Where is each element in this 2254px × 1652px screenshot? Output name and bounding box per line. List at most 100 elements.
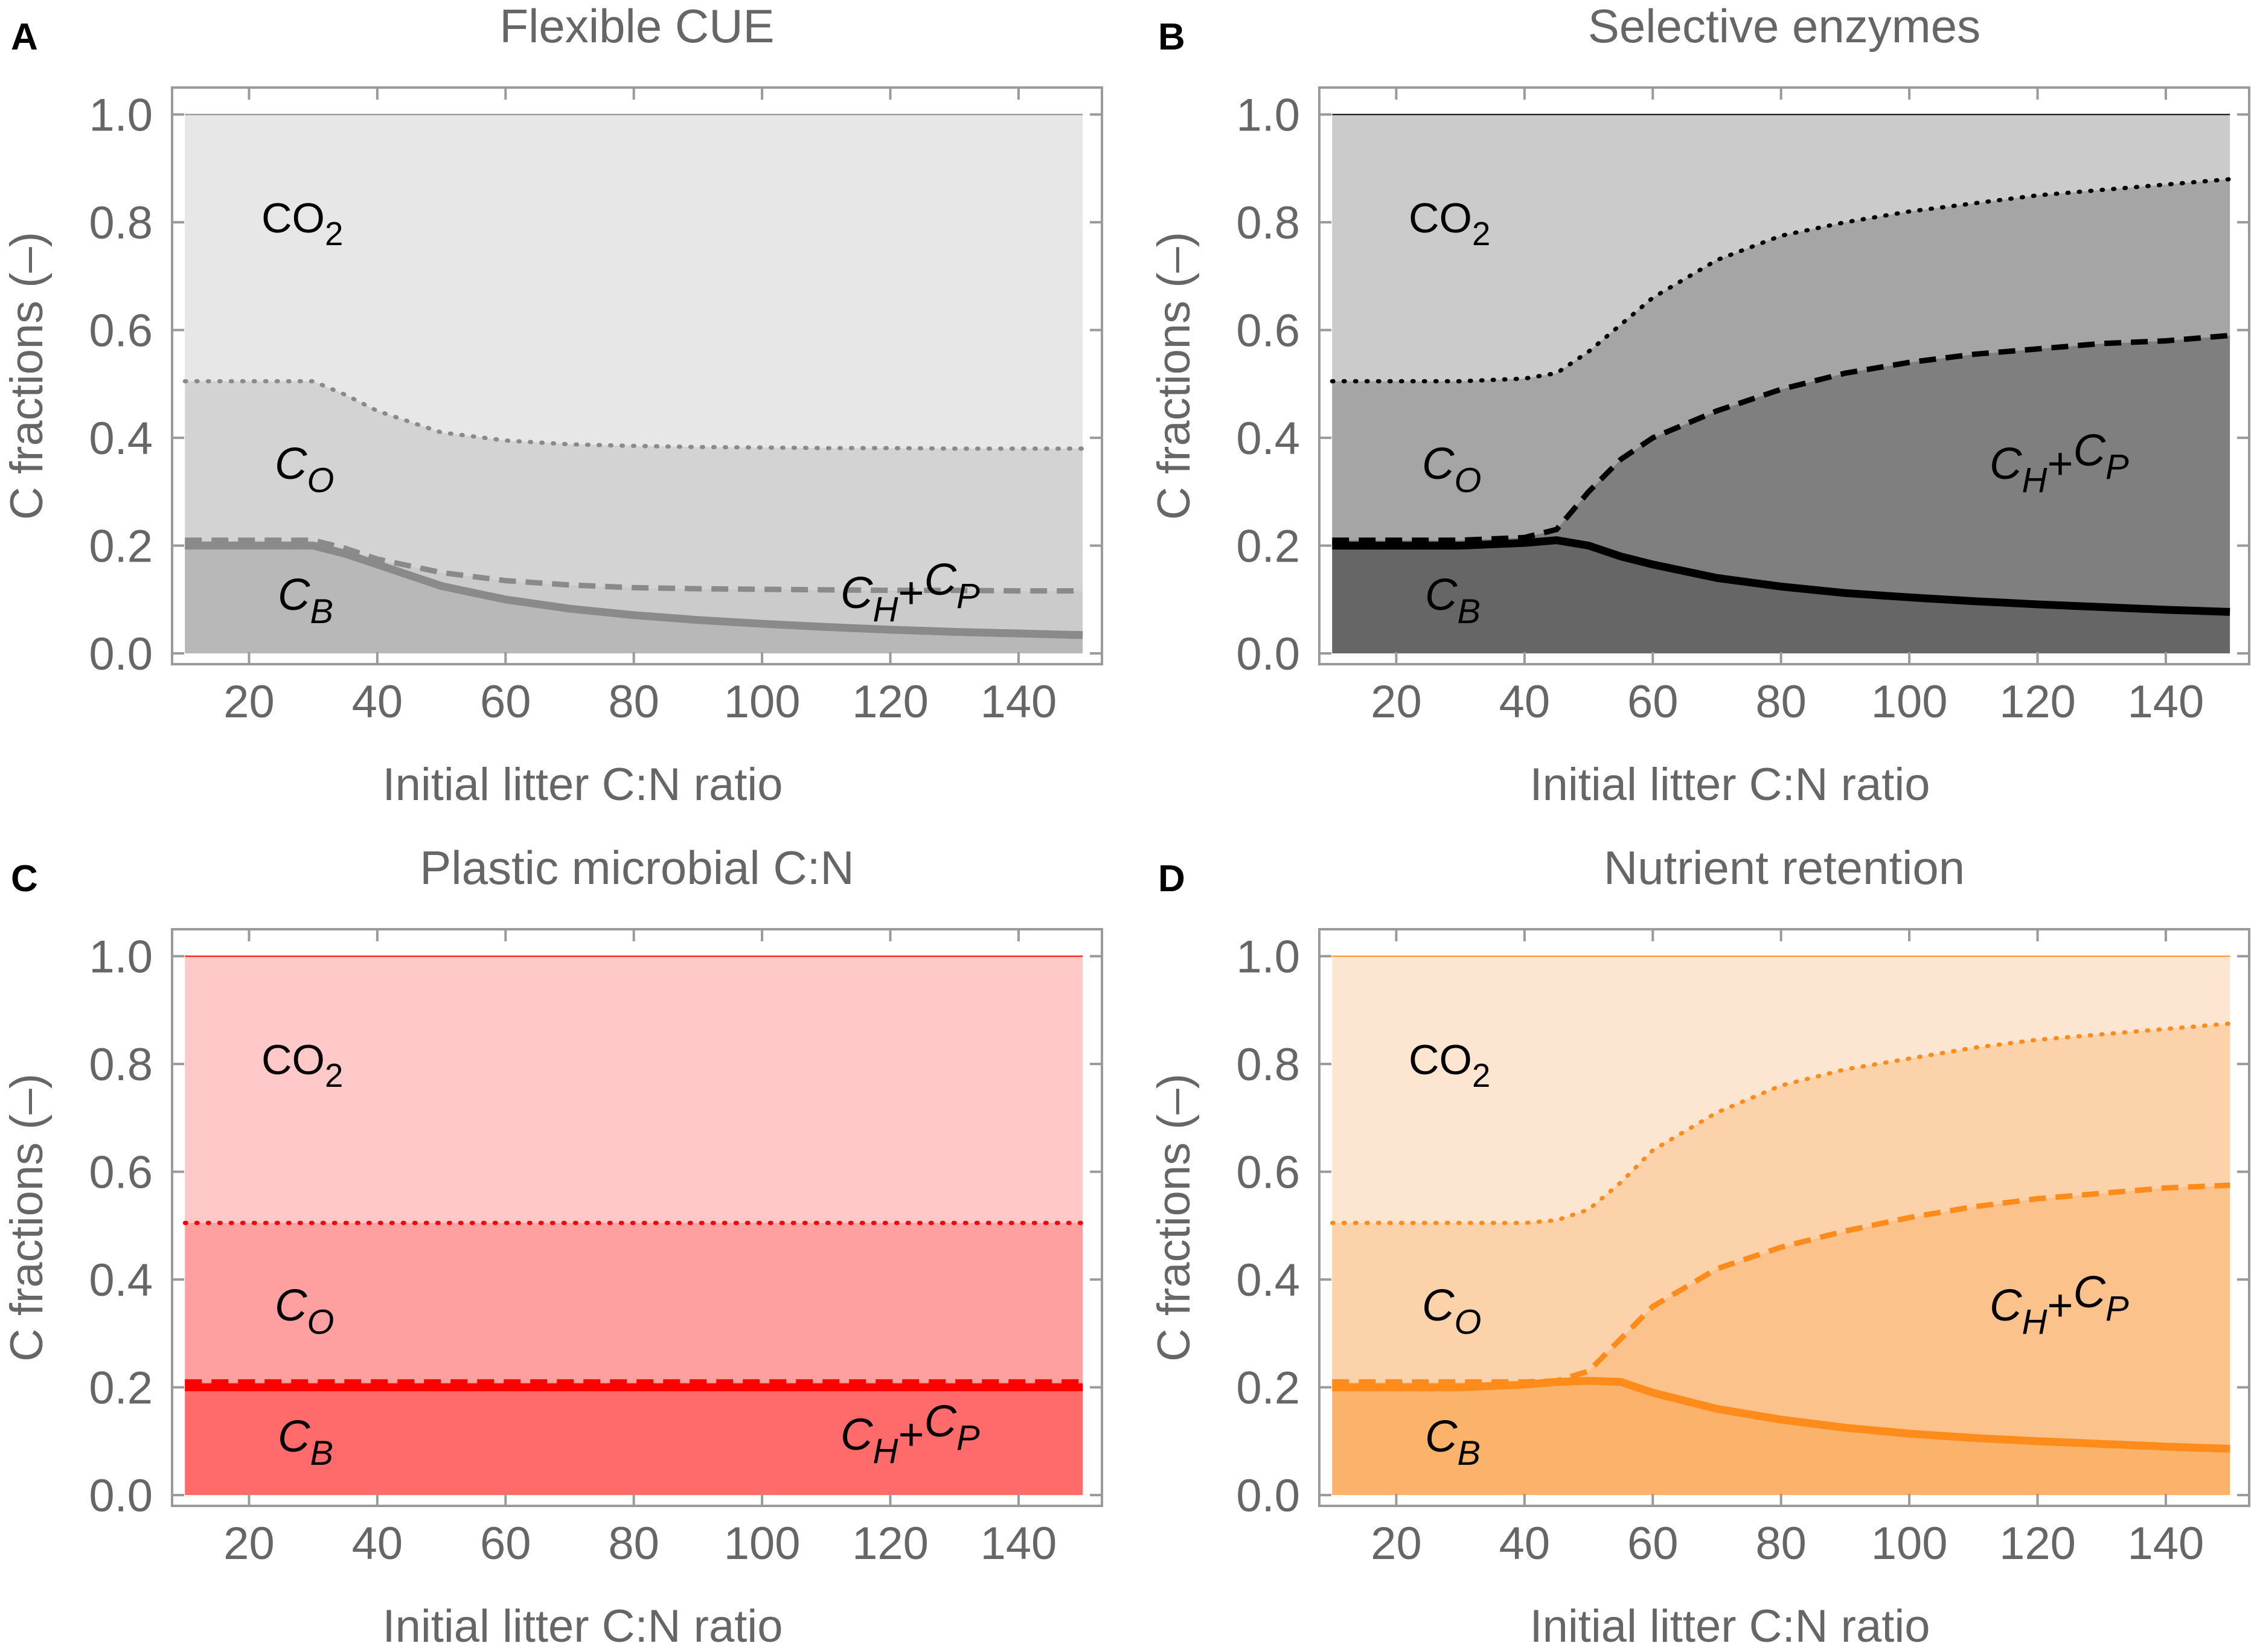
series-line-dashed xyxy=(185,537,1083,594)
area-co2 xyxy=(1332,114,2230,382)
label-co2: CO2 xyxy=(1409,1036,1490,1094)
label-ch-cp-cp_sub: P xyxy=(956,577,980,616)
label-cb: CB xyxy=(1425,1411,1481,1473)
y-tick-label: 0.2 xyxy=(1236,1363,1300,1414)
x-axis-label: Initial litter C:N ratio xyxy=(382,1601,783,1652)
label-co2: CO2 xyxy=(1409,194,1490,252)
y-tick-label: 0.2 xyxy=(89,521,153,572)
label-co2-main: CO xyxy=(261,194,325,242)
x-tick-label: 20 xyxy=(1371,676,1422,728)
label-ch-cp-plus: + xyxy=(2047,1280,2073,1330)
y-tick-label: 0.6 xyxy=(1236,1147,1300,1199)
x-tick-label: 20 xyxy=(1371,1518,1422,1569)
label-cb-sub: B xyxy=(310,1434,333,1473)
x-axis-label: Initial litter C:N ratio xyxy=(1529,1601,1930,1652)
label-cb-sub: B xyxy=(310,592,333,631)
panel-letter: D xyxy=(1158,858,1185,900)
label-co2: CO2 xyxy=(261,194,343,252)
series-line-solid xyxy=(1332,1377,2230,1453)
y-axis-label: C fractions (–) xyxy=(1148,232,1200,520)
y-tick-label: 1.0 xyxy=(1236,932,1300,983)
label-ch-cp: CH+CP xyxy=(1990,1267,2129,1342)
chart-title: Selective enzymes xyxy=(1588,0,1980,53)
y-tick-label: 0.6 xyxy=(1236,306,1300,357)
label-co-sub: O xyxy=(307,461,334,500)
y-axis-label: C fractions (–) xyxy=(1148,1074,1200,1362)
plot-frame xyxy=(1318,928,2250,1507)
area-cb xyxy=(1332,1380,2230,1496)
y-tick-label: 0.0 xyxy=(1236,629,1300,680)
x-tick-label: 140 xyxy=(981,676,1057,728)
y-tick-label: 0.6 xyxy=(89,306,153,357)
plot-frame xyxy=(1318,86,2250,665)
label-ch-cp-ch: C xyxy=(1990,438,2022,488)
y-tick-label: 0.4 xyxy=(1236,413,1300,464)
label-co-main: C xyxy=(275,438,307,488)
label-ch-cp-ch: C xyxy=(1990,1280,2022,1330)
y-tick-label: 1.0 xyxy=(89,932,153,983)
x-tick-label: 20 xyxy=(223,676,275,728)
series-line-dotted xyxy=(1330,1021,2232,1225)
label-cb-main: C xyxy=(278,1411,310,1461)
label-co-main: C xyxy=(1422,1280,1455,1330)
label-cb: CB xyxy=(1425,569,1481,631)
x-tick-label: 60 xyxy=(1627,1518,1679,1569)
label-co-sub: O xyxy=(1454,461,1481,500)
label-co: CO xyxy=(1422,438,1481,500)
x-tick-label: 140 xyxy=(2128,676,2204,728)
area-co xyxy=(1332,1023,2230,1382)
x-tick-label: 80 xyxy=(1755,1518,1807,1569)
x-tick-label: 120 xyxy=(852,1518,929,1569)
area-co2 xyxy=(1332,956,2230,1223)
chart-title: Nutrient retention xyxy=(1604,841,1965,894)
x-tick-label: 60 xyxy=(480,1518,531,1569)
label-ch-cp-ch: C xyxy=(840,568,873,618)
label-ch-cp-cp_sub: P xyxy=(2105,1289,2129,1328)
y-tick-label: 0.4 xyxy=(89,413,153,464)
y-tick-label: 0.8 xyxy=(1236,197,1300,249)
label-ch-cp-plus: + xyxy=(898,1409,924,1459)
label-cb-main: C xyxy=(278,569,310,620)
x-tick-label: 80 xyxy=(608,1518,659,1569)
y-tick-label: 0.6 xyxy=(89,1147,153,1199)
x-tick-label: 100 xyxy=(1871,676,1948,728)
series-line-solid xyxy=(185,542,1083,639)
label-ch-cp-ch: C xyxy=(840,1409,873,1459)
area-co xyxy=(185,381,1083,591)
label-ch-cp-plus: + xyxy=(898,568,924,618)
label-ch-cp-cp: C xyxy=(924,1396,957,1446)
area-co xyxy=(1332,179,2230,540)
y-tick-label: 1.0 xyxy=(89,90,153,141)
label-cb-main: C xyxy=(1425,569,1458,620)
label-ch-cp: CH+CP xyxy=(1990,425,2129,500)
y-tick-label: 0.8 xyxy=(89,1039,153,1090)
label-ch-cp-plus: + xyxy=(2047,438,2073,488)
label-co-main: C xyxy=(1422,438,1455,488)
label-ch-cp: CH+CP xyxy=(840,1396,980,1471)
label-co2-main: CO xyxy=(261,1036,325,1083)
label-co2-sub: 2 xyxy=(1472,1057,1490,1094)
chart-panel-d: D Nutrient retention 20 40 60 80 100 120 140 0.0 0… xyxy=(1148,841,2250,1652)
y-tick-label: 0.0 xyxy=(89,1470,153,1522)
label-ch-cp-cp: C xyxy=(2073,1267,2106,1317)
label-co2-main: CO xyxy=(1409,194,1472,242)
chart-title: Flexible CUE xyxy=(499,0,774,53)
x-tick-label: 140 xyxy=(2128,1518,2204,1569)
x-axis-label: Initial litter C:N ratio xyxy=(1529,759,1930,810)
x-tick-label: 40 xyxy=(352,1518,403,1569)
x-axis-label: Initial litter C:N ratio xyxy=(382,759,783,810)
x-tick-label: 120 xyxy=(1999,1518,2076,1569)
area-co2 xyxy=(185,956,1083,1223)
label-co2: CO2 xyxy=(261,1036,343,1094)
label-co: CO xyxy=(275,438,334,500)
label-cb-sub: B xyxy=(1457,1434,1481,1473)
x-tick-label: 60 xyxy=(480,676,531,728)
label-ch-cp: CH+CP xyxy=(840,554,980,629)
x-tick-label: 80 xyxy=(608,676,659,728)
area-ch-cp xyxy=(1332,335,2230,612)
x-tick-label: 120 xyxy=(852,676,929,728)
chart-panel-c: C Plastic microbial C:N 20 40 60 80 100 120 140 0… xyxy=(1,841,1103,1652)
y-tick-label: 0.4 xyxy=(1236,1255,1300,1306)
panel-letter: A xyxy=(11,16,38,58)
